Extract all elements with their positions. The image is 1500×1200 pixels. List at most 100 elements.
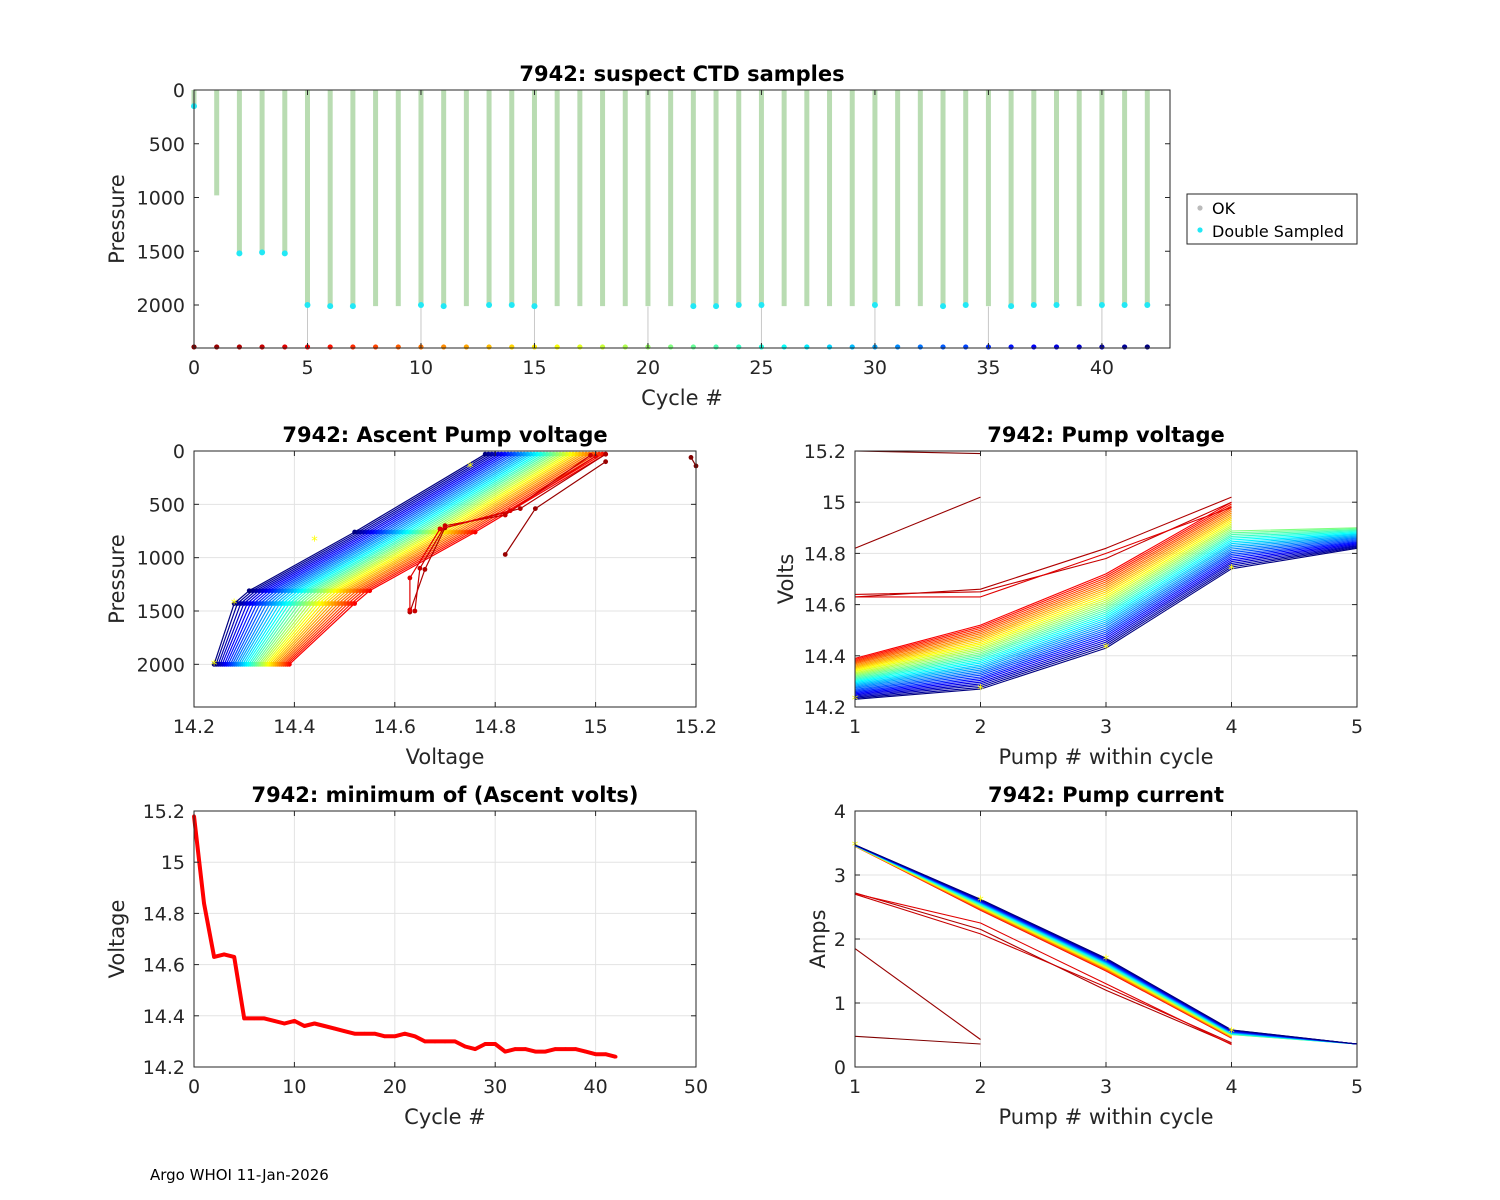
min-volts-point (513, 1047, 518, 1051)
pump-voltage-line (854, 547, 1358, 700)
cycle-color-point (372, 344, 379, 350)
x-tick-label: 3 (1100, 1076, 1112, 1098)
pump-voltage-line (854, 517, 1232, 669)
x-tick-label: 4 (1225, 1076, 1237, 1098)
x-tick-label: 3 (1100, 716, 1112, 738)
y-tick-label: 1 (834, 993, 846, 1015)
x-tick-label: 40 (584, 1076, 608, 1098)
cycle-color-point (804, 344, 810, 350)
x-tick-label: 0 (188, 1076, 200, 1098)
pump-current-line (854, 893, 1232, 1044)
latest-cycle-marker: * (1228, 1026, 1235, 1041)
x-tick-label: 40 (1090, 357, 1114, 379)
cycle-color-point (236, 344, 242, 350)
y-tick-label: 15.2 (143, 801, 185, 823)
x-tick-label: 30 (483, 1076, 507, 1098)
double-sampled-point (1098, 302, 1105, 308)
x-tick-label: 1 (849, 716, 861, 738)
x-axis-label: Cycle # (641, 386, 723, 410)
chart-title: 7942: suspect CTD samples (519, 62, 844, 86)
x-tick-label: 14.2 (173, 716, 215, 738)
min-volts-point (543, 1049, 548, 1054)
y-tick-label: 14.2 (804, 697, 846, 719)
double-sampled-point (417, 302, 424, 308)
x-axis-label: Voltage (406, 745, 485, 769)
cycle-color-point (282, 344, 288, 350)
pump-current-line (854, 892, 1232, 1045)
pump-current-line (854, 948, 981, 1040)
suspect-ctd-chart: 0 5 10 15 20 25 30 35 40 0 500 1000 1500 2000 7942: su… (105, 62, 1358, 410)
pump-voltage-line (854, 532, 1358, 683)
double-sampled-point (1030, 302, 1037, 308)
min-volts-point (593, 1052, 598, 1056)
pump-voltage-line (854, 538, 1358, 690)
axes-box (193, 810, 697, 1068)
cycle-color-point (486, 344, 492, 350)
min-volts-point (523, 1047, 528, 1051)
double-sampled-point (259, 249, 266, 256)
x-tick-label: 10 (282, 1076, 306, 1098)
x-tick-label: 15 (522, 357, 546, 379)
legend-double-label: Double Sampled (1212, 222, 1344, 241)
legend-box (1186, 193, 1358, 245)
chart-title: 7942: Pump current (988, 783, 1224, 807)
y-tick-label: 3 (834, 865, 846, 887)
min-volts-point (342, 1029, 347, 1033)
pump-current-line (854, 844, 1358, 1045)
plot-content: **** (852, 450, 1358, 708)
min-volts-point (322, 1024, 327, 1028)
min-volts-point (282, 1021, 287, 1026)
pump-voltage-line (854, 543, 1358, 696)
y-tick-label: 15.2 (804, 441, 846, 463)
ascent-point (532, 506, 538, 511)
min-volts-point (423, 1039, 427, 1044)
double-sampled-point (349, 303, 356, 310)
pump-voltage-line (854, 530, 1358, 680)
double-sampled-point (327, 303, 334, 310)
x-tick-label: 14.4 (273, 716, 315, 738)
latest-cycle-marker: * (977, 895, 984, 910)
y-tick-label: 15 (822, 492, 846, 514)
min-volts-point (382, 1034, 387, 1039)
min-volts-point (352, 1031, 357, 1036)
y-tick-label: 0 (173, 441, 185, 463)
cycle-color-point (690, 344, 696, 350)
x-tick-label: 20 (383, 1076, 407, 1098)
x-tick-label: 30 (863, 357, 887, 379)
y-tick-label: 1500 (137, 601, 185, 623)
pump-voltage-line (854, 516, 1232, 668)
min-volts-point (443, 1039, 447, 1044)
y-tick-label: 500 (149, 494, 185, 516)
x-tick-label: 50 (684, 1076, 708, 1098)
y-tick-label: 14.8 (804, 543, 846, 565)
x-axis-label: Pump # within cycle (999, 745, 1214, 769)
double-sampled-point (735, 302, 742, 308)
footer-label: Argo WHOI 11-Jan-2026 (150, 1166, 329, 1184)
min-volts-point (262, 1016, 267, 1021)
ascent-point (437, 526, 443, 532)
ascent-point (507, 508, 513, 514)
min-volts-point (403, 1031, 407, 1036)
double-sampled-point (758, 302, 765, 308)
x-tick-label: 10 (409, 357, 433, 379)
axes-frame: 0 10 20 30 40 50 14.2 14.4 14.6 14.8 15 15.2 7942: m… (105, 783, 708, 1129)
cycle-color-point (736, 344, 742, 350)
pump-voltage-line (854, 496, 981, 549)
min-volts-point (312, 1021, 317, 1026)
legend-ok-label: OK (1212, 199, 1236, 218)
min-volts-point (292, 1019, 297, 1023)
plot-content (192, 814, 618, 1059)
pump-voltage-line (854, 501, 1232, 659)
cycle-color-point (350, 344, 356, 350)
double-sampled-point (236, 250, 243, 257)
ascent-point (211, 661, 217, 667)
x-tick-label: 15.2 (675, 716, 717, 738)
ascent-point (352, 529, 358, 535)
x-tick-label: 25 (749, 357, 773, 379)
x-tick-label: 35 (976, 357, 1000, 379)
y-tick-label: 2 (834, 929, 846, 951)
double-sampled-point (962, 302, 969, 308)
cycle-color-point (441, 344, 447, 350)
min-volts-point (553, 1047, 558, 1051)
